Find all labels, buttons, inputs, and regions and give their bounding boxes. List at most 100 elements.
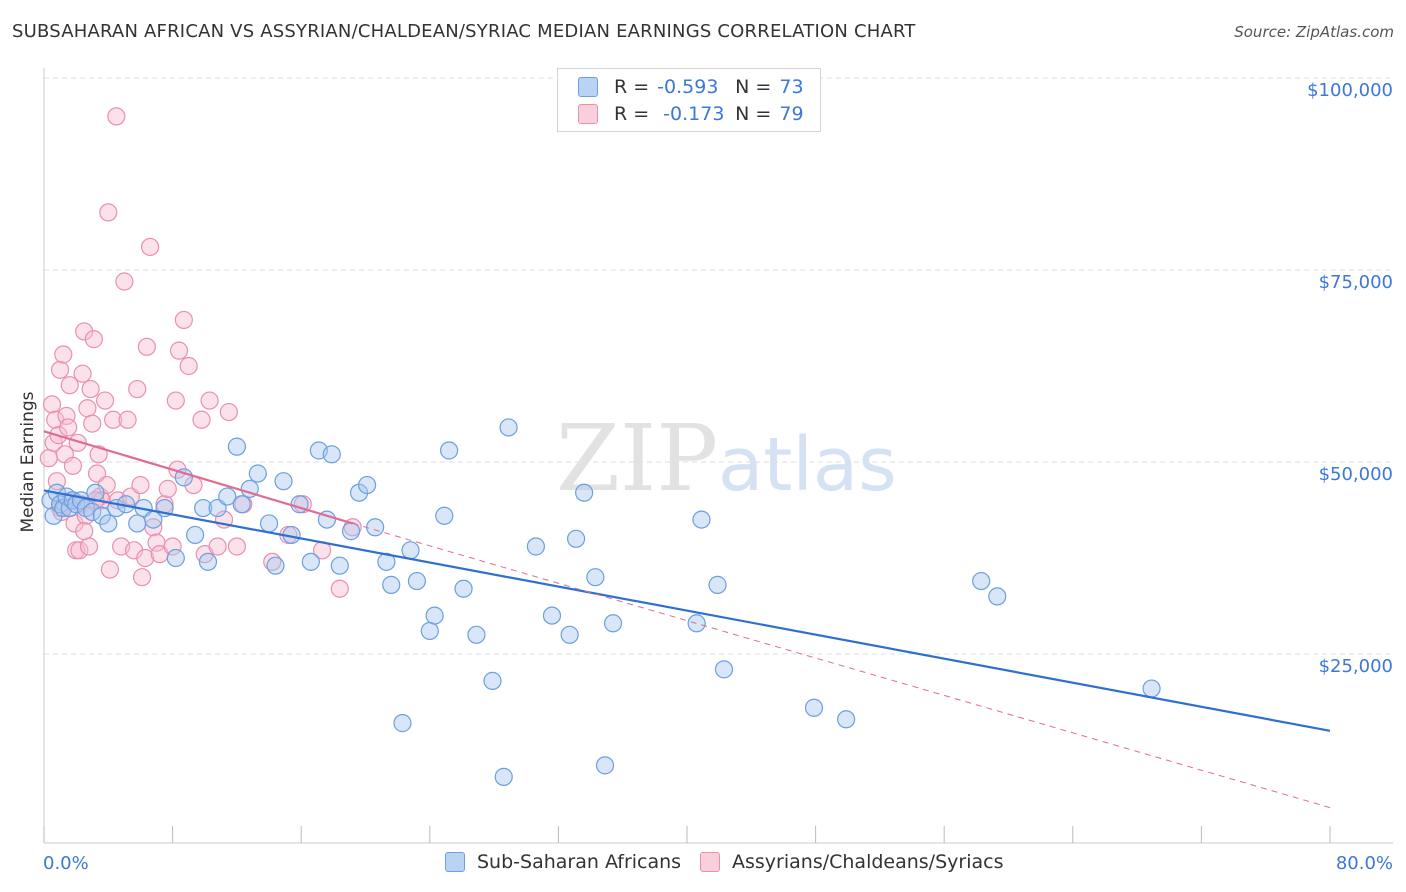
pink-trend-line (43, 430, 353, 525)
pink-data-point (132, 568, 152, 587)
legend-n-label: N = (735, 103, 772, 125)
blue-data-point (575, 483, 594, 502)
pink-data-point (136, 548, 155, 568)
blue-data-point (454, 579, 473, 598)
legend-n-value-pink: 79 (779, 103, 804, 125)
y-tick-label: $25,000 (1319, 656, 1393, 677)
blue-data-point (603, 614, 623, 633)
pink-data-point (107, 107, 126, 126)
blue-data-point (483, 671, 502, 690)
blue-data-point (425, 606, 444, 625)
pink-data-point (50, 360, 70, 379)
blue-data-point (301, 552, 320, 571)
x-tick-label-min: 0.0% (43, 853, 89, 874)
legend-swatch-blue (578, 77, 598, 97)
source-label: Source: ZipAtlas.com (1234, 23, 1394, 41)
blue-data-point (804, 698, 824, 717)
pink-data-point (73, 364, 92, 383)
pink-data-point (99, 203, 118, 222)
pink-data-point (42, 395, 62, 414)
blue-data-point (566, 529, 586, 548)
pink-data-point (219, 402, 238, 422)
blue-data-point (274, 472, 293, 491)
blue-data-point (420, 621, 439, 641)
pink-data-point (89, 445, 108, 464)
pink-data-point (83, 414, 102, 433)
pink-data-point (166, 391, 185, 410)
blue-data-point (128, 514, 147, 533)
pink-data-point (118, 410, 137, 429)
series-swatch-pink (700, 852, 720, 872)
legend-swatch-pink (578, 104, 598, 124)
pink-data-point (63, 456, 83, 475)
blue-data-point (259, 514, 279, 533)
y-axis-label: Median Earnings (18, 391, 38, 532)
blue-data-point (988, 587, 1007, 606)
pink-data-point (137, 337, 156, 356)
series-legend-item-blue[interactable]: Sub-Saharan Africans (445, 851, 681, 873)
legend-r-value-pink: -0.173 (663, 103, 725, 125)
watermark-atlas: atlas (718, 422, 897, 508)
pink-data-point (39, 449, 58, 468)
blue-data-point (186, 525, 205, 545)
blue-data-point (322, 445, 341, 464)
blue-data-point (1142, 679, 1161, 698)
blue-data-point (227, 437, 246, 456)
y-tick-label: $50,000 (1319, 464, 1393, 485)
blue-data-point (526, 537, 545, 556)
pink-data-point (227, 537, 246, 556)
series-swatch-blue (445, 852, 465, 872)
blue-data-point (586, 568, 605, 587)
legend-r-label: R = (614, 76, 650, 98)
pink-data-point (79, 537, 99, 556)
grid-lines (44, 77, 1393, 655)
axes (43, 68, 1393, 844)
pink-data-point (200, 391, 219, 410)
blue-data-point (232, 495, 251, 514)
pink-data-point (128, 379, 147, 399)
pink-data-point (59, 418, 78, 437)
y-tick-label: $75,000 (1319, 272, 1393, 293)
blue-data-point (218, 487, 237, 506)
blue-data-point (407, 571, 427, 591)
blue-data-point (435, 506, 454, 525)
blue-data-point (708, 575, 727, 594)
blue-data-point (494, 767, 513, 786)
blue-trend-line (43, 489, 1331, 732)
watermark-zip: ZIP (556, 405, 718, 512)
pink-data-point (100, 560, 120, 579)
series-legend: Sub-Saharan Africans Assyrians/Chaldeans… (0, 851, 1406, 877)
pink-data-point (70, 541, 89, 560)
pink-data-point (54, 345, 73, 364)
blue-data-point (330, 556, 349, 575)
blue-data-point (266, 556, 285, 575)
blue-data-point (194, 498, 213, 518)
legend-n-label: N = (735, 76, 772, 98)
blue-data-point (248, 464, 267, 483)
blue-data-point (560, 625, 579, 644)
series-legend-item-pink[interactable]: Assyrians/Chaldeans/Syriacs (700, 851, 1003, 873)
pink-data-point (163, 537, 182, 556)
blue-data-point (499, 418, 518, 437)
blue-data-point (366, 518, 385, 537)
pink-data-point (104, 410, 123, 429)
chart-title: SUBSAHARAN AFRICAN VS ASSYRIAN/CHALDEAN/… (12, 21, 916, 42)
pink-data-point (95, 391, 115, 410)
pink-data-point (169, 341, 189, 360)
blue-data-point (439, 441, 459, 460)
blue-data-point (44, 506, 63, 525)
legend-r-label: R = (614, 103, 650, 125)
pink-data-point (208, 537, 227, 556)
pink-data-point (81, 379, 100, 399)
pink-data-point (75, 322, 94, 341)
legend-row-blue: R = -0.593 N = 73 (558, 74, 804, 100)
blue-data-point (83, 502, 102, 522)
series-legend-label-pink: Assyrians/Chaldeans/Syriacs (732, 851, 1004, 873)
x-tick-label-max: 80.0% (1336, 853, 1393, 874)
pink-series-points (39, 107, 362, 598)
trend-lines (43, 430, 1331, 809)
pink-data-point (174, 310, 193, 330)
blue-data-point (174, 468, 193, 487)
pink-data-point (84, 330, 103, 349)
